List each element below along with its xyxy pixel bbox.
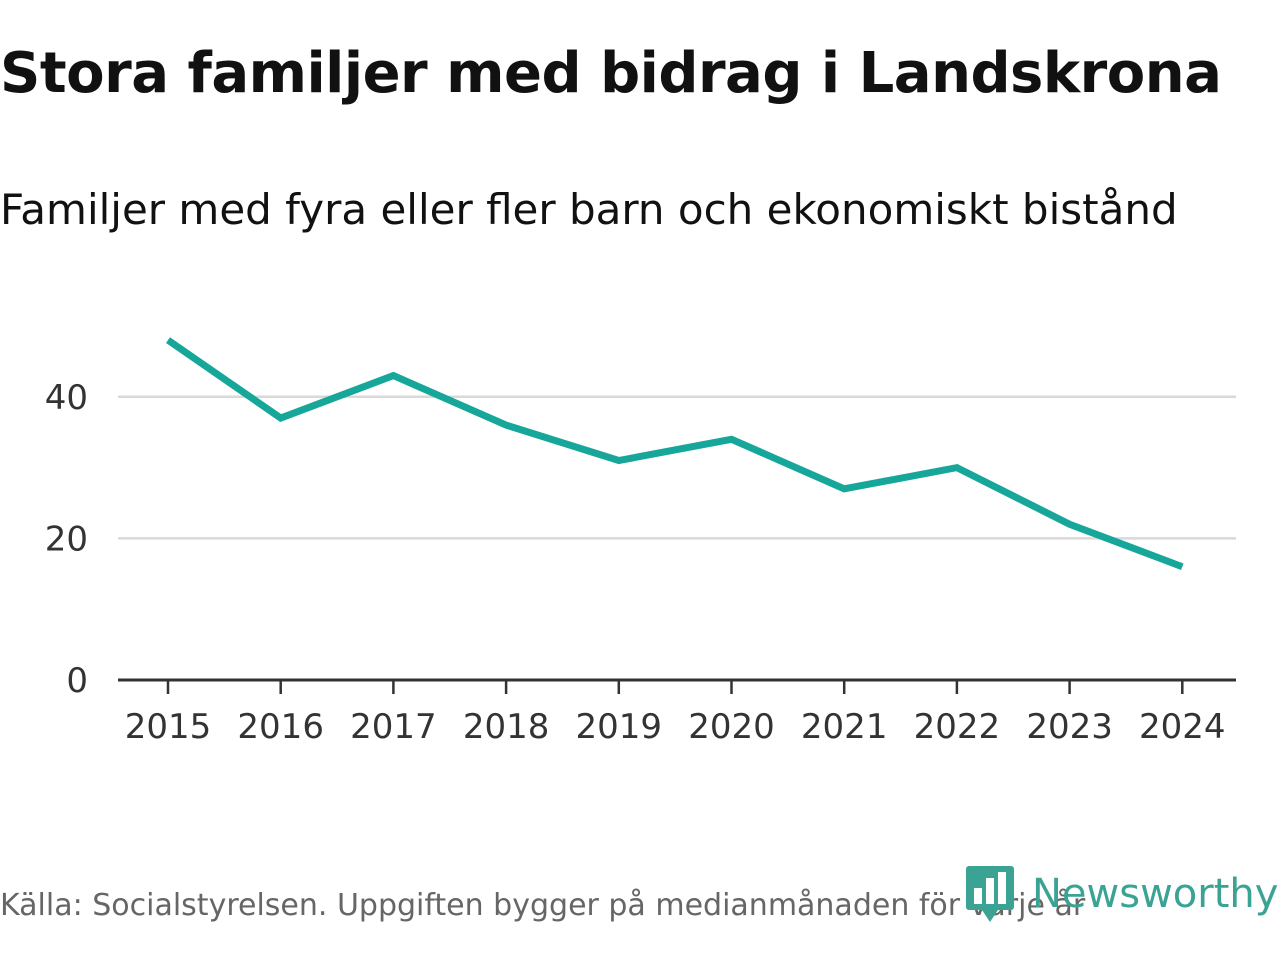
y-tick-label: 40 [45, 378, 88, 418]
series-group [166, 337, 1184, 570]
y-tick-label: 20 [45, 519, 88, 559]
x-tick-label: 2023 [1026, 707, 1113, 747]
source-note: Källa: Socialstyrelsen. Uppgiften bygger… [0, 888, 1086, 923]
gridlines: 0 20 40 [45, 378, 1236, 701]
chart-title: Stora familjer med bidrag i Landskrona [0, 41, 1222, 106]
x-tick-label: 2022 [914, 707, 1001, 747]
x-tick-label: 2017 [350, 707, 437, 747]
x-tick-label: 2018 [463, 707, 550, 747]
brand-logo: Newsworthy [964, 862, 1278, 926]
x-tick-label: 2021 [801, 707, 888, 747]
x-axis: 2015 2016 2017 2018 2019 2020 2021 2022 2023 2024 [118, 678, 1236, 747]
x-tick-label: 2024 [1139, 707, 1226, 747]
chart-subtitle: Familjer med fyra eller fler barn och ek… [0, 185, 1178, 234]
series-line-0 [166, 337, 1184, 570]
newsworthy-logo-icon [966, 866, 1014, 922]
brand-name: Newsworthy [1032, 871, 1279, 917]
x-tick-label: 2019 [576, 707, 663, 747]
x-tick-label: 2015 [125, 707, 212, 747]
y-tick-label: 0 [66, 661, 88, 701]
x-tick-label: 2016 [237, 707, 324, 747]
x-tick-label: 2020 [688, 707, 775, 747]
